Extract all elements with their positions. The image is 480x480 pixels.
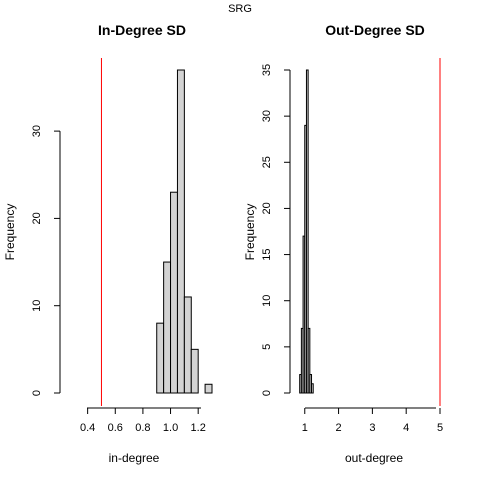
out-degree-y-axis-label: Frequency (243, 204, 257, 261)
out-degree-x-tick-label: 3 (369, 422, 375, 434)
out-degree-histogram-bar (311, 383, 314, 394)
in-degree-histogram-bar (183, 296, 192, 394)
out-degree-y-tick-label: 0 (261, 390, 273, 396)
out-degree-y-tick-label: 25 (261, 156, 273, 168)
in-degree-histogram-bar (156, 322, 165, 394)
in-degree-x-tick-label: 0.8 (135, 422, 150, 434)
in-degree-x-axis-label: in-degree (109, 451, 160, 465)
in-degree-y-axis-label: Frequency (3, 204, 17, 261)
out-degree-y-tick-label: 35 (261, 64, 273, 76)
in-degree-histogram-bar (204, 383, 213, 394)
out-degree-y-tick-label: 20 (261, 202, 273, 214)
in-degree-chart-title: In-Degree SD (98, 22, 186, 38)
in-degree-histogram-bar (170, 191, 178, 394)
in-degree-x-tick-label: 1.0 (163, 422, 178, 434)
out-degree-x-tick-label: 1 (302, 422, 308, 434)
out-degree-x-tick-label: 4 (403, 422, 409, 434)
out-degree-histogram-bar (305, 69, 309, 394)
in-degree-x-tick-label: 0.4 (80, 422, 95, 434)
in-degree-y-tick-label: 20 (31, 212, 43, 224)
in-degree-y-tick-label: 10 (31, 300, 43, 312)
out-degree-x-axis-label: out-degree (345, 451, 403, 465)
in-degree-histogram-bar (163, 261, 172, 394)
out-degree-y-tick-label: 5 (261, 344, 273, 350)
in-degree-y-tick-label: 0 (31, 390, 43, 396)
out-degree-histogram-bar (307, 327, 311, 394)
in-degree-x-tick-label: 0.6 (108, 422, 123, 434)
in-degree-histogram-bar (190, 348, 199, 394)
out-degree-chart-title: Out-Degree SD (325, 22, 425, 38)
figure-title: SRG (228, 3, 252, 15)
out-degree-y-tick-label: 10 (261, 295, 273, 307)
in-degree-x-tick-label: 1.2 (191, 422, 206, 434)
out-degree-y-tick-label: 15 (261, 248, 273, 260)
out-degree-histogram: Out-Degree SD out-degree Frequency 0 5 10 1… (243, 22, 443, 465)
in-degree-histogram-bar (176, 69, 185, 394)
in-degree-histogram: In-Degree SD in-degree Frequency 0 10 20 30… (3, 22, 213, 465)
out-degree-y-tick-label: 30 (261, 110, 273, 122)
in-degree-y-tick-label: 30 (31, 125, 43, 137)
out-degree-x-tick-label: 2 (336, 422, 342, 434)
out-degree-x-tick-label: 5 (437, 422, 443, 434)
